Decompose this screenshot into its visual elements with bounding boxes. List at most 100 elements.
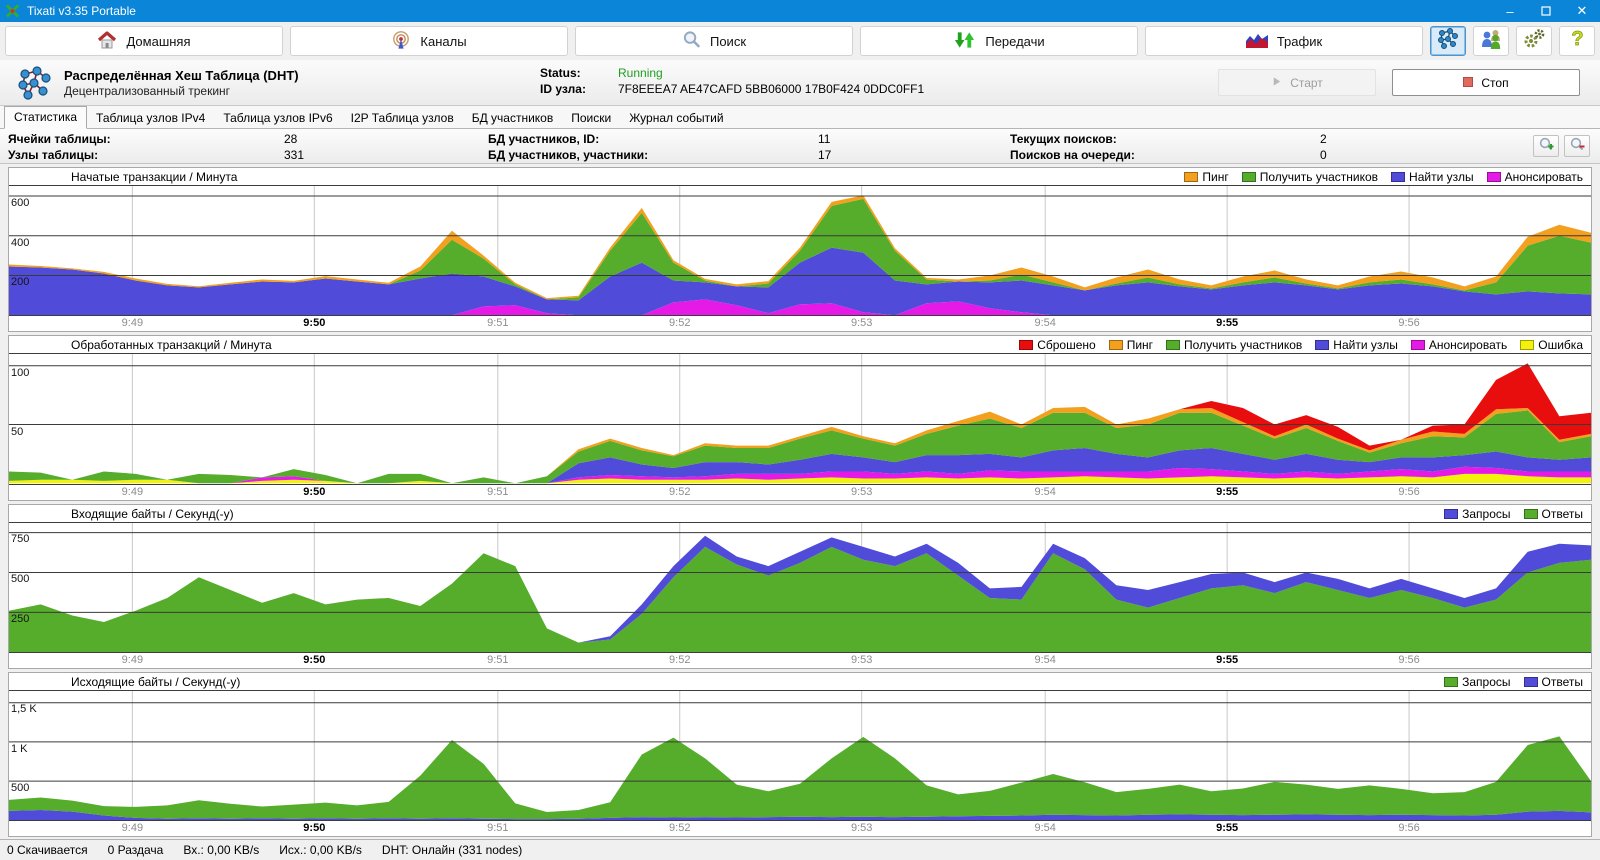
y-axis-label: 750 xyxy=(11,533,30,546)
search-button[interactable]: Поиск xyxy=(575,26,853,56)
legend-swatch xyxy=(1241,172,1256,182)
x-axis-label: 9:52 xyxy=(669,822,691,834)
svg-text:?: ? xyxy=(1571,28,1583,50)
dht-title: Распределённая Хеш Таблица (DHT) xyxy=(64,67,299,83)
legend-swatch xyxy=(1520,340,1535,351)
zoom-out-button[interactable] xyxy=(1564,135,1590,157)
channels-button[interactable]: Каналы xyxy=(290,26,568,56)
stat-label: БД участников, ID: xyxy=(488,132,600,146)
search-icon xyxy=(682,30,701,52)
chart-panel-processed-transactions: Обработанных транзакций / Минута Сброшен… xyxy=(8,335,1592,501)
transfer-arrows-icon xyxy=(953,30,976,53)
legend-label: Анонсировать xyxy=(1428,338,1508,353)
dht-button[interactable] xyxy=(1430,26,1466,56)
node-id-label: ID узла: xyxy=(540,82,586,96)
legend-item: Получить участников xyxy=(1241,170,1378,184)
settings-button[interactable] xyxy=(1516,26,1552,56)
legend-swatch xyxy=(1166,340,1181,351)
chart-plot: 600 400 200 xyxy=(9,185,1591,317)
chart-x-axis: 9:49 9:50 9:51 9:52 9:53 9:54 9:55 9:56 xyxy=(9,485,1591,500)
legend-label: Пинг xyxy=(1126,338,1154,353)
status-dht-online: DHT: Онлайн (331 nodes) xyxy=(381,843,523,857)
legend-swatch xyxy=(1444,508,1459,519)
y-axis-label: 250 xyxy=(11,612,30,625)
node-id-value: 7F8EEEA7 AE47CAFD 5BB06000 17B0F424 0DDC… xyxy=(618,82,925,96)
stat-value: 331 xyxy=(284,148,305,162)
legend-item: Пинг xyxy=(1184,170,1229,184)
tab-i2p-node-table[interactable]: I2P Таблица узлов xyxy=(350,111,454,125)
stat-value: 0 xyxy=(1320,148,1327,162)
tab-node-table-ipv6[interactable]: Таблица узлов IPv6 xyxy=(223,111,333,125)
y-axis-label: 1,5 K xyxy=(11,703,37,716)
legend-label: Запросы xyxy=(1462,674,1511,689)
status-bar: 0 Скачивается 0 Раздача Вх.: 0,00 KB/s И… xyxy=(0,839,1600,860)
status-value: Running xyxy=(618,66,663,80)
x-axis-label: 9:50 xyxy=(303,822,326,834)
y-axis-label: 50 xyxy=(11,425,24,438)
x-axis-label: 9:56 xyxy=(1398,317,1420,330)
maximize-button[interactable] xyxy=(1528,0,1564,22)
tab-statistics[interactable]: Статистика xyxy=(4,106,88,129)
legend-label: Запросы xyxy=(1462,506,1511,521)
legend-swatch xyxy=(1019,340,1034,351)
chart-canvas xyxy=(9,691,1591,820)
chart-plot: 1,5 K 1 K 500 xyxy=(9,689,1591,821)
tab-node-table-ipv4[interactable]: Таблица узлов IPv4 xyxy=(96,111,206,125)
stop-button[interactable]: Стоп xyxy=(1392,69,1580,96)
x-axis-label: 9:53 xyxy=(850,317,873,330)
charts-area: Начатые транзакции / Минута Пинг Получить… xyxy=(0,164,1600,839)
y-axis-label: 100 xyxy=(11,366,30,379)
tab-peer-db[interactable]: БД участников xyxy=(471,111,554,125)
stat-label: Узлы таблицы: xyxy=(8,148,99,162)
x-axis-label: 9:51 xyxy=(487,653,509,666)
legend-label: Анонсировать xyxy=(1504,170,1583,184)
chart-title: Начатые транзакции / Минута xyxy=(71,170,238,184)
status-out-rate: Исх.: 0,00 KB/s xyxy=(279,843,362,857)
tab-searches[interactable]: Поиски xyxy=(571,111,612,125)
traffic-button[interactable]: Трафик xyxy=(1145,26,1423,56)
x-axis-label: 9:53 xyxy=(850,822,873,834)
transfers-button[interactable]: Передачи xyxy=(860,26,1138,56)
legend-swatch xyxy=(1391,172,1406,182)
tab-event-log[interactable]: Журнал событий xyxy=(629,111,724,125)
status-in-rate: Вх.: 0,00 KB/s xyxy=(183,843,260,857)
main-toolbar: Домашняя Каналы Поиск Пере xyxy=(0,22,1600,60)
settings-gears-icon xyxy=(1523,28,1546,54)
legend-item: Анонсировать xyxy=(1410,338,1508,353)
x-axis-label: 9:55 xyxy=(1216,822,1239,834)
y-axis-label: 500 xyxy=(11,781,30,794)
users-button[interactable] xyxy=(1473,26,1509,56)
chart-panel-started-transactions: Начатые транзакции / Минута Пинг Получить… xyxy=(8,167,1592,333)
stat-label: Ячейки таблицы: xyxy=(8,132,111,146)
stat-value: 11 xyxy=(818,132,831,146)
help-button[interactable]: ? xyxy=(1559,26,1595,56)
chart-plot: 750 500 250 xyxy=(9,521,1591,653)
legend-label: Пинг xyxy=(1202,170,1229,184)
x-axis-label: 9:55 xyxy=(1216,317,1239,330)
x-axis-label: 9:56 xyxy=(1398,822,1420,834)
x-axis-label: 9:53 xyxy=(850,653,873,666)
status-seeding: 0 Раздача xyxy=(107,843,164,857)
chart-legend: Пинг Получить участников Найти узлы Анонсир… xyxy=(1184,170,1583,184)
channels-button-label: Каналы xyxy=(420,33,467,49)
dht-statistics-band: Ячейки таблицы: 28 БД участников, ID: 11… xyxy=(0,129,1600,164)
legend-item: Ответы xyxy=(1523,507,1583,521)
zoom-in-button[interactable] xyxy=(1533,135,1559,157)
x-axis-label: 9:54 xyxy=(1034,822,1056,834)
start-button[interactable]: Старт xyxy=(1218,69,1376,96)
chart-legend: Запросы Ответы xyxy=(1444,675,1583,689)
home-button[interactable]: Домашняя xyxy=(5,26,283,56)
minimize-button[interactable]: – xyxy=(1506,3,1514,19)
stat-label: Текущих поисков: xyxy=(1010,132,1117,146)
x-axis-label: 9:49 xyxy=(121,317,144,330)
x-axis-label: 9:54 xyxy=(1034,653,1056,666)
legend-item: Найти узлы xyxy=(1391,170,1474,184)
stop-button-label: Стоп xyxy=(1481,75,1509,90)
close-button[interactable]: ✕ xyxy=(1576,3,1588,18)
x-axis-label: 9:51 xyxy=(487,317,509,330)
chart-plot: 100 50 xyxy=(9,353,1591,485)
help-icon: ? xyxy=(1570,27,1585,55)
x-axis-label: 9:49 xyxy=(121,653,144,666)
chart-title: Обработанных транзакций / Минута xyxy=(71,338,272,353)
legend-item: Запросы xyxy=(1444,506,1511,521)
